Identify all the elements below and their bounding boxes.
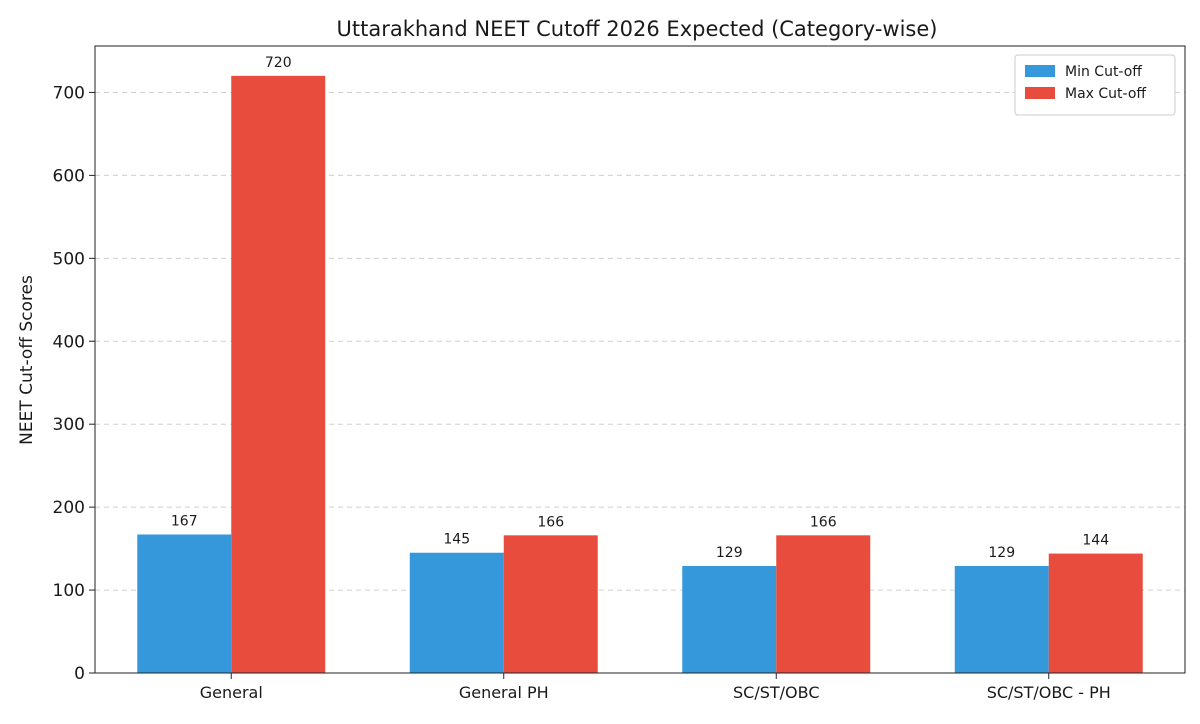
plot-frame bbox=[94, 45, 1186, 674]
chart-title: Uttarakhand NEET Cutoff 2026 Expected (C… bbox=[337, 17, 938, 41]
bar bbox=[409, 552, 504, 673]
x-tick-label: General PH bbox=[459, 683, 549, 702]
data-label: 720 bbox=[265, 55, 292, 71]
y-tick-label: 200 bbox=[53, 498, 85, 518]
bar bbox=[231, 75, 326, 674]
legend-swatch bbox=[1025, 87, 1055, 99]
y-tick-label: 700 bbox=[53, 83, 85, 103]
bar bbox=[682, 566, 777, 673]
bars bbox=[137, 75, 1143, 674]
bar bbox=[503, 535, 598, 673]
legend-label: Max Cut-off bbox=[1065, 86, 1146, 102]
x-tick-label: SC/ST/OBC - PH bbox=[987, 683, 1111, 702]
y-tick-label: 100 bbox=[53, 581, 85, 601]
bar bbox=[137, 534, 232, 673]
data-label: 129 bbox=[716, 545, 743, 561]
legend-label: Min Cut-off bbox=[1065, 64, 1142, 80]
x-tick-label: SC/ST/OBC bbox=[733, 683, 820, 702]
data-label: 166 bbox=[810, 514, 837, 530]
y-axis-title: NEET Cut-off Scores bbox=[17, 275, 37, 445]
x-tick-label: General bbox=[200, 683, 263, 702]
legend: Min Cut-off Max Cut-off bbox=[1014, 54, 1176, 116]
data-label: 129 bbox=[988, 545, 1015, 561]
data-label: 144 bbox=[1082, 533, 1109, 549]
bar bbox=[776, 535, 871, 673]
data-label: 166 bbox=[537, 514, 564, 530]
axes: 0 100 200 300 400 500 600 700 General General PH S… bbox=[53, 45, 1186, 702]
y-tick-label: 500 bbox=[53, 249, 85, 269]
data-label: 145 bbox=[443, 532, 470, 548]
bar bbox=[1048, 553, 1143, 673]
bar bbox=[954, 566, 1049, 673]
legend-swatch bbox=[1025, 65, 1055, 77]
value-labels: 167 720 145 166 129 166 129 144 bbox=[171, 55, 1109, 561]
data-label: 167 bbox=[171, 513, 198, 529]
y-tick-label: 400 bbox=[53, 332, 85, 352]
y-tick-label: 0 bbox=[74, 664, 85, 684]
y-tick-label: 600 bbox=[53, 166, 85, 186]
y-tick-label: 300 bbox=[53, 415, 85, 435]
